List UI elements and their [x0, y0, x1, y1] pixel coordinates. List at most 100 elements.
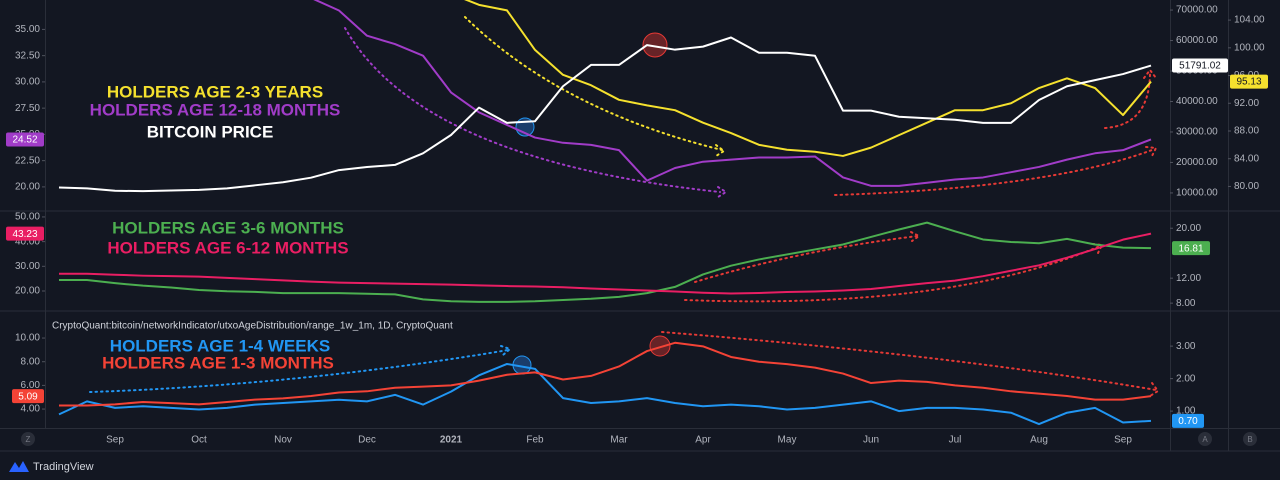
control-label[interactable]: Z	[26, 435, 31, 444]
highlight-circle	[642, 32, 668, 58]
y-tick-label: 104.00	[1234, 15, 1265, 26]
price-badge-label: 95.13	[1236, 77, 1261, 88]
y-tick-label: 10.00	[15, 333, 40, 344]
brand-logo	[9, 461, 29, 472]
price-badge-label: 0.70	[1178, 416, 1198, 427]
frame	[0, 0, 1280, 452]
price-badge-label: 24.52	[12, 135, 37, 146]
arrow-head	[1145, 146, 1158, 157]
x-tick-label: Jun	[863, 435, 879, 446]
highlight-circle	[649, 335, 671, 357]
x-tick-label: Jul	[949, 435, 962, 446]
legend-entry: HOLDERS AGE 1-3 MONTHS	[102, 353, 334, 372]
arrow-head	[1149, 382, 1160, 397]
trend-arrow	[464, 16, 723, 151]
x-tick-label: Sep	[1114, 435, 1132, 446]
control-button[interactable]	[1243, 432, 1257, 446]
price-badge	[1172, 413, 1204, 428]
trend-arrow	[834, 149, 1153, 196]
y-tick-label: 10000.00	[1176, 188, 1218, 199]
y-tick-label: 8.00	[1176, 298, 1196, 309]
y-tick-label: 70000.00	[1176, 5, 1218, 16]
y-tick-label: 40000.00	[1176, 96, 1218, 107]
y-tick-label: 2.00	[1176, 373, 1196, 384]
legend-entry: HOLDERS AGE 6-12 MONTHS	[107, 238, 348, 257]
series-line	[59, 232, 1152, 295]
y-tick-label: 88.00	[1234, 126, 1259, 137]
price-badge	[1172, 58, 1228, 73]
price-badge-label: 5.09	[18, 391, 38, 402]
x-tick-label: Oct	[191, 435, 207, 446]
trend-arrow	[694, 235, 919, 283]
trend-arrow	[661, 331, 1157, 391]
price-badge	[1230, 74, 1268, 89]
legend-entry: HOLDERS AGE 12-18 MONTHS	[90, 100, 341, 119]
y-tick-label: 20000.00	[1176, 157, 1218, 168]
y-tick-label: 8.00	[21, 356, 41, 367]
price-badge-label: 43.23	[12, 229, 37, 240]
y-tick-label: 20.00	[15, 286, 40, 297]
price-badge	[6, 226, 44, 241]
plot-area	[59, 221, 1152, 303]
legend-entry: HOLDERS AGE 1-4 WEEKS	[110, 336, 330, 355]
x-tick-label: Dec	[358, 435, 376, 446]
series-line	[58, 362, 1152, 426]
legend-entry: HOLDERS AGE 2-3 YEARS	[107, 82, 323, 101]
source-caption: CryptoQuant:bitcoin/networkIndicator/utx…	[52, 321, 453, 332]
arrow-head	[717, 186, 728, 198]
y-tick-label: 30.00	[15, 77, 40, 88]
trend-arrow	[344, 27, 721, 193]
x-tick-label: Aug	[1030, 435, 1048, 446]
series-line	[464, 0, 1152, 157]
y-tick-label: 60000.00	[1176, 35, 1218, 46]
x-tick-label: Feb	[526, 435, 544, 446]
y-tick-label: 1.00	[1176, 406, 1196, 417]
y-tick-label: 3.00	[1176, 341, 1196, 352]
y-tick-label: 30.00	[15, 261, 40, 272]
y-tick-label: 6.00	[21, 380, 41, 391]
trend-arrow	[684, 245, 1101, 303]
control-button[interactable]	[21, 432, 35, 446]
y-tick-label: 20.00	[1176, 223, 1201, 234]
y-tick-label: 100.00	[1234, 42, 1265, 53]
annotations	[89, 16, 1160, 397]
price-badge-label: 51791.02	[1179, 61, 1221, 72]
price-badge	[1172, 241, 1210, 256]
price-badge	[6, 132, 44, 147]
x-tick-label: Nov	[274, 435, 292, 446]
y-tick-label: 4.00	[21, 404, 41, 415]
arrow-head	[500, 345, 512, 356]
control-label[interactable]: A	[1202, 435, 1208, 444]
legend-entry: HOLDERS AGE 3-6 MONTHS	[112, 218, 344, 237]
y-tick-label: 84.00	[1234, 153, 1259, 164]
trend-arrow	[89, 349, 509, 393]
y-tick-label: 30000.00	[1176, 127, 1218, 138]
plot-area	[58, 0, 1152, 193]
brand-name: TradingView	[33, 461, 94, 473]
price-badge	[12, 389, 44, 404]
x-tick-label: May	[778, 435, 797, 446]
x-tick-label: Apr	[695, 435, 711, 446]
y-tick-label: 12.00	[1176, 273, 1201, 284]
x-tick-label: Sep	[106, 435, 124, 446]
series-line	[58, 36, 1152, 193]
series-line	[59, 221, 1152, 303]
y-tick-label: 32.50	[15, 50, 40, 61]
x-tick-label: Mar	[610, 435, 628, 446]
y-tick-label: 35.00	[15, 24, 40, 35]
control-label[interactable]: B	[1247, 435, 1252, 444]
x-tick-label: 2021	[440, 435, 463, 446]
y-tick-label: 20.00	[15, 182, 40, 193]
y-tick-label: 92.00	[1234, 98, 1259, 109]
arrow-head	[715, 144, 726, 157]
control-button[interactable]	[1198, 432, 1212, 446]
y-tick-label: 27.50	[15, 103, 40, 114]
y-tick-label: 80.00	[1234, 181, 1259, 192]
series-line	[313, 0, 1152, 187]
y-tick-label: 50.00	[15, 212, 40, 223]
plot-area	[58, 341, 1152, 426]
arrow-head	[1143, 68, 1157, 79]
y-tick-label: 40.00	[15, 236, 40, 247]
